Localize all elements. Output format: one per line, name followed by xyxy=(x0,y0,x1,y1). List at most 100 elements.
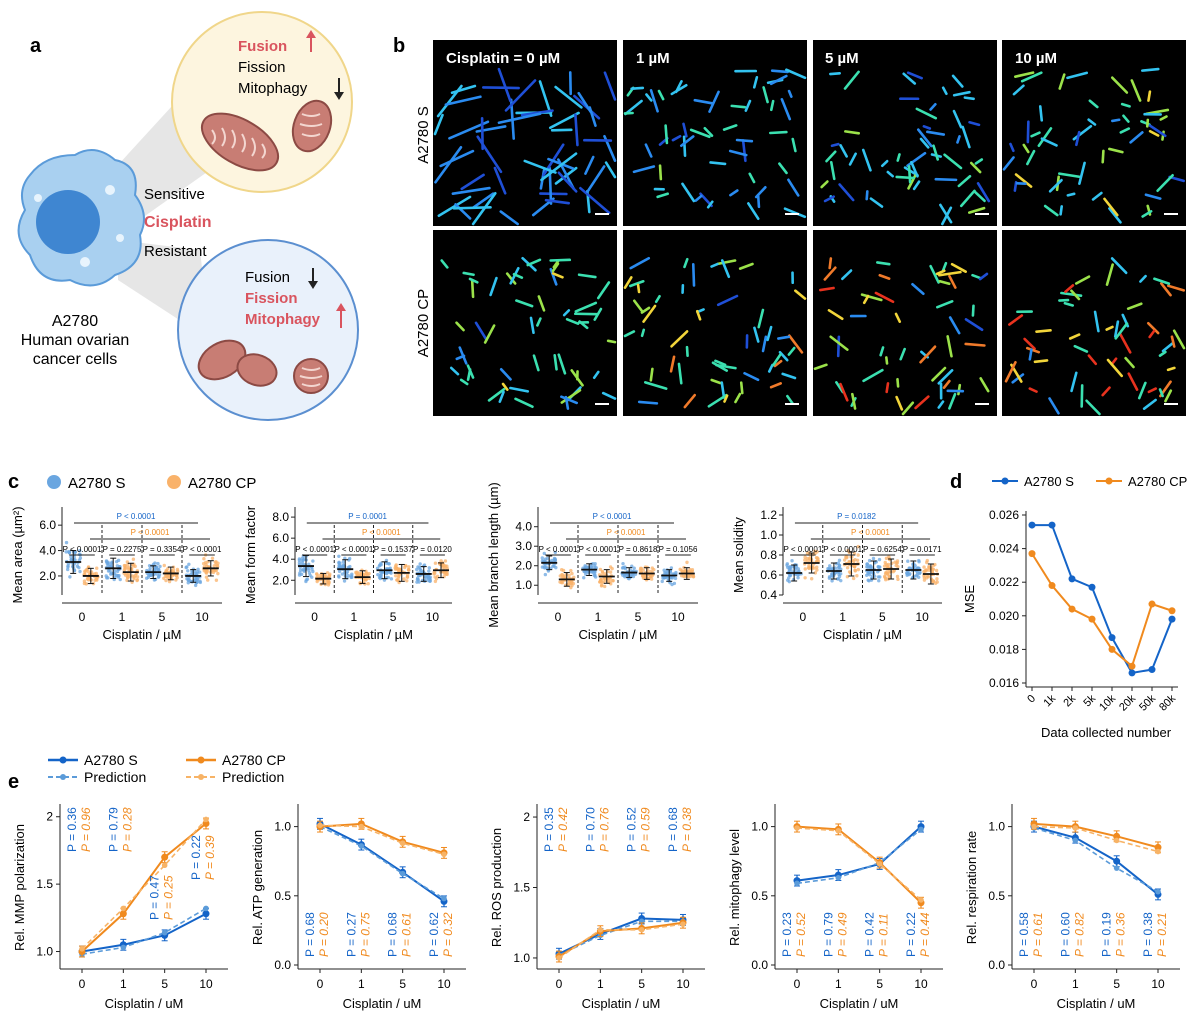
y-tick-label: 1.0 xyxy=(274,820,291,834)
data-point-s xyxy=(878,575,882,579)
mitochondrion-segment xyxy=(1048,178,1063,193)
data-point-s xyxy=(669,566,674,570)
y-tick-label: 0.020 xyxy=(989,609,1019,623)
x-tick-label: 5 xyxy=(161,977,168,991)
x-tick-label: 1 xyxy=(119,610,126,624)
data-point-cp xyxy=(84,582,88,586)
line-chart: 0.0 0.5 1.0 0 1 5 10 Rel. respiration rate Cispl… xyxy=(964,804,1180,1011)
mitochondrion-segment xyxy=(1040,137,1058,147)
data-point-s xyxy=(553,558,557,562)
series-line xyxy=(796,825,922,904)
mitochondrion-segment xyxy=(943,153,963,170)
mitochondrion-segment xyxy=(628,279,645,288)
mitochondrion-segment xyxy=(823,266,837,281)
mitochondrion-segment xyxy=(899,347,906,361)
data-point-cp xyxy=(896,577,900,582)
mitochondrion-segment xyxy=(1070,289,1081,301)
resistant-label: Resistant xyxy=(144,243,207,260)
cell-desc-1: Human ovarian xyxy=(21,332,130,349)
mitochondrion-segment xyxy=(1026,120,1030,144)
data-point-cp xyxy=(853,569,858,573)
data-point-cp xyxy=(315,579,319,584)
mitochondrion-segment xyxy=(642,304,657,323)
data-point-cp xyxy=(895,574,900,579)
mitochondrion-segment xyxy=(1122,114,1130,123)
microscopy-background xyxy=(813,230,997,416)
mitochondrion-segment xyxy=(1156,173,1174,193)
col-label-10: 10 µM xyxy=(1015,50,1057,67)
mitochondrion-segment xyxy=(734,392,742,404)
series-point xyxy=(120,944,127,951)
mitochondrion-segment xyxy=(1074,275,1091,285)
mitochondrion-segment xyxy=(767,363,774,373)
mitochondrion-segment xyxy=(1064,284,1075,294)
data-point-s xyxy=(621,561,625,566)
data-point-cp xyxy=(561,568,566,573)
series-point xyxy=(1113,865,1120,871)
p-value-cp: P < 0.0001 xyxy=(362,528,401,537)
y-tick-label: 0.0 xyxy=(988,958,1005,972)
mitochondrion-segment xyxy=(948,274,957,289)
series-line xyxy=(81,818,207,950)
mitochondrion-segment xyxy=(1110,76,1129,94)
data-point-cp xyxy=(569,585,573,590)
data-point-s xyxy=(389,577,394,581)
mitochondrion-segment xyxy=(579,186,611,215)
legend-label-s: A2780 S xyxy=(68,475,126,492)
mitochondrion-segment xyxy=(860,293,883,302)
data-point-s xyxy=(591,562,595,566)
legend-e-cp-pred-label: Prediction xyxy=(222,769,284,785)
series-line xyxy=(1033,822,1159,849)
mitochondrion-segment xyxy=(588,106,597,127)
mitochondrion-segment xyxy=(756,193,761,209)
mitochondrion-segment xyxy=(1148,329,1156,339)
mitochondrion-segment xyxy=(886,170,895,178)
series-line xyxy=(558,917,684,955)
y-axis-label: Rel. ATP generation xyxy=(250,830,265,945)
series-point xyxy=(794,880,800,887)
mitochondrion-segment xyxy=(1101,149,1105,164)
data-point-cp xyxy=(567,573,571,578)
data-point-cp xyxy=(649,574,653,579)
row-label-a2780-s: A2780 S xyxy=(415,106,432,164)
data-point-cp xyxy=(600,570,605,574)
mitochondrion-segment xyxy=(460,173,485,191)
mitochondrion-segment xyxy=(957,174,972,188)
mitochondrion-segment xyxy=(948,316,961,335)
mitochondrion-segment xyxy=(554,85,583,109)
data-point-s xyxy=(378,573,383,578)
x-tick-label: 1 xyxy=(1072,977,1079,991)
mitochondrion-segment xyxy=(1170,335,1176,348)
data-point-s xyxy=(146,573,151,577)
mitochondrion-segment xyxy=(689,128,711,139)
data-point-cp xyxy=(433,561,438,565)
data-point-s xyxy=(343,556,347,560)
y-tick-label: 4.0 xyxy=(39,544,56,558)
mitochondrion-segment xyxy=(685,345,689,358)
mitochondrion-segment xyxy=(730,104,747,109)
microscopy-background xyxy=(1002,230,1186,416)
data-point-s xyxy=(64,550,68,554)
data-point-s xyxy=(553,550,558,555)
data-point-cp xyxy=(884,570,888,575)
data-point-s xyxy=(350,572,354,576)
p-value-s: P = 0.58 xyxy=(1017,912,1031,957)
mitochondrion-segment xyxy=(971,304,975,317)
x-tick-label: 10 xyxy=(437,977,451,991)
mitochondrion-segment xyxy=(1167,284,1186,292)
data-point-s xyxy=(382,578,387,582)
mitochondrion-segment xyxy=(1009,142,1015,153)
p-value-cp: P < 0.0001 xyxy=(131,528,170,537)
data-point-s xyxy=(66,565,70,569)
series-point xyxy=(1088,615,1096,623)
data-point-cp xyxy=(202,557,206,561)
x-tick-label: 10 xyxy=(199,977,213,991)
microscopy-image xyxy=(813,40,997,226)
arrow-up-icon xyxy=(306,30,316,52)
p-value-cp: P = 0.20 xyxy=(317,912,331,957)
mitochondrion-segment xyxy=(560,395,579,405)
p-value-s: P = 0.22 xyxy=(904,912,918,957)
mitochondrion-segment xyxy=(741,139,747,163)
series-point xyxy=(1108,645,1116,653)
data-point-s xyxy=(839,572,843,576)
